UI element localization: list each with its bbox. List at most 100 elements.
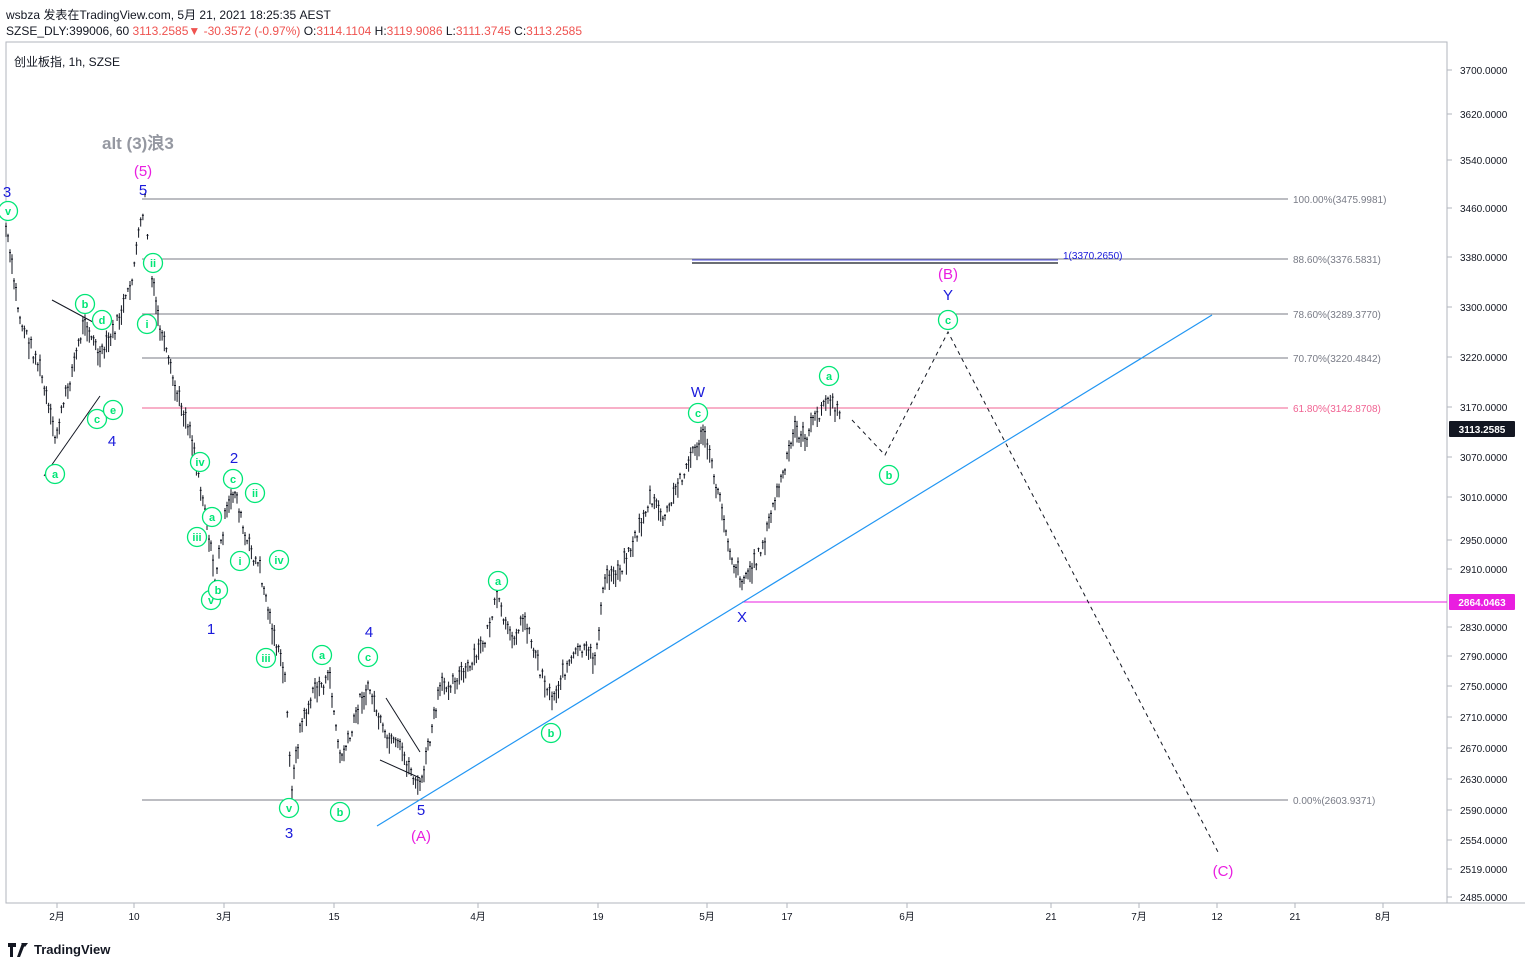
last-price-badge bbox=[1449, 421, 1515, 437]
fib-level-label: 100.00%(3475.9981) bbox=[1293, 195, 1386, 206]
wave-label-blue: X bbox=[737, 609, 747, 626]
wave-label-circle bbox=[207, 579, 229, 601]
last-price: 3113.2585 bbox=[132, 24, 189, 38]
wave-label-green: v bbox=[5, 206, 12, 218]
wave-label-circle bbox=[142, 252, 164, 274]
wave-label-circle bbox=[136, 313, 158, 335]
price-tick-label: 3220.0000 bbox=[1460, 353, 1508, 364]
wave-label-blue: 4 bbox=[365, 624, 373, 641]
wave-label-green: c bbox=[94, 414, 100, 426]
wave-label-green: a bbox=[495, 576, 502, 588]
open-value: 3114.1104 bbox=[316, 24, 372, 38]
price-tick-label: 3620.0000 bbox=[1460, 110, 1508, 121]
price-tick-label: 2950.0000 bbox=[1460, 536, 1508, 547]
price-tick-label: 2519.0000 bbox=[1460, 865, 1508, 876]
support-badge-label: 2864.0463 bbox=[1458, 598, 1506, 609]
wave-label-green: e bbox=[110, 405, 116, 417]
wave-label-circle bbox=[201, 506, 223, 528]
tradingview-logo-icon bbox=[8, 942, 28, 957]
trend-line bbox=[376, 314, 1213, 827]
price-tick-label: 3300.0000 bbox=[1460, 303, 1508, 314]
time-tick-label: 12 bbox=[1211, 912, 1223, 923]
wave-label-green: a bbox=[209, 512, 216, 524]
projection-path bbox=[851, 330, 1219, 853]
wave-label-green: ii bbox=[252, 488, 258, 500]
wave-label-green: c bbox=[945, 315, 951, 327]
fib-level-label: 70.70%(3220.4842) bbox=[1293, 354, 1381, 365]
wave-label-blue: W bbox=[691, 384, 706, 401]
wave-label-circle bbox=[487, 570, 509, 592]
wave-label-green: b bbox=[215, 585, 222, 597]
wave-label-circle bbox=[357, 646, 379, 668]
time-tick-label: 6月 bbox=[899, 911, 915, 923]
price-axis: 3700.0000 3620.0000 3540.0000 3460.0000 3380… bbox=[1447, 66, 1515, 904]
price-tick-label: 3170.0000 bbox=[1460, 403, 1508, 414]
wave-label-blue: 2 bbox=[230, 450, 238, 467]
wave-label-circle bbox=[189, 451, 211, 473]
triangle-line bbox=[43, 395, 101, 477]
time-tick-label: 15 bbox=[328, 912, 340, 923]
wave-label-blue: 5 bbox=[417, 802, 425, 819]
plot-frame bbox=[5, 41, 1448, 904]
wave-label-magenta: (C) bbox=[1213, 863, 1234, 880]
change-percent: (-0.97%) bbox=[254, 24, 301, 38]
time-tick-label: 21 bbox=[1289, 912, 1301, 923]
wave-label-circle bbox=[311, 644, 333, 666]
wave-label-circle bbox=[74, 293, 96, 315]
wave-label-green: a bbox=[319, 650, 326, 662]
price-tick-label: 2790.0000 bbox=[1460, 652, 1508, 663]
wave-label-green: b bbox=[886, 470, 893, 482]
time-tick-label: 5月 bbox=[699, 911, 715, 923]
time-axis: 2月 10 3月 15 4月 19 5月 17 6月 21 7月 12 21 8月 bbox=[49, 903, 1391, 923]
wave-label-green: c bbox=[230, 474, 236, 486]
wave-label-blue: 5 bbox=[139, 182, 147, 199]
wave-label-green: iv bbox=[274, 555, 284, 567]
low-value: 3111.3745 bbox=[455, 24, 511, 38]
wave-label-circle bbox=[91, 309, 113, 331]
chart-title: 创业板指, 1h, SZSE bbox=[14, 54, 120, 69]
support-badge bbox=[1449, 594, 1515, 610]
triangle-line bbox=[385, 697, 421, 753]
price-tick-label: 3070.0000 bbox=[1460, 453, 1508, 464]
fib-level-label: 88.60%(3376.5831) bbox=[1293, 255, 1381, 266]
time-tick-label: 17 bbox=[781, 912, 793, 923]
time-tick-label: 10 bbox=[128, 912, 140, 923]
candles bbox=[5, 193, 841, 803]
footer-brand-text: TradingView bbox=[34, 942, 111, 957]
wave-label-circle bbox=[687, 402, 709, 424]
wave-label-circle bbox=[44, 463, 66, 485]
wave-label-circle bbox=[0, 200, 19, 222]
wave-label-green: c bbox=[365, 652, 371, 664]
wave-label-circle bbox=[937, 309, 959, 331]
wave-label-magenta: (A) bbox=[411, 828, 431, 845]
wave-label-circle bbox=[186, 526, 208, 548]
wave-label-green: d bbox=[99, 315, 106, 327]
wave-label-circle bbox=[102, 399, 124, 421]
wave-label-green: c bbox=[695, 408, 701, 420]
price-tick-label: 3540.0000 bbox=[1460, 156, 1508, 167]
last-price-badge-label: 3113.2585 bbox=[1459, 425, 1506, 436]
wave-label-circle bbox=[278, 797, 300, 819]
price-tick-label: 2910.0000 bbox=[1460, 565, 1508, 576]
wave-label-green: v bbox=[286, 803, 293, 815]
price-tick-label: 2750.0000 bbox=[1460, 682, 1508, 693]
ohlc-legend: SZSE_DLY:399006, 60 3113.2585▼ -30.3572 … bbox=[6, 24, 583, 38]
wave-label-green: b bbox=[82, 299, 89, 311]
wave-label-green: a bbox=[826, 371, 833, 383]
triangle-line bbox=[379, 759, 421, 779]
wave-label-circle bbox=[86, 408, 108, 430]
wave-label-circle bbox=[329, 801, 351, 823]
wave-label-green: iv bbox=[195, 457, 205, 469]
price-tick-label: 2830.0000 bbox=[1460, 623, 1508, 634]
publish-info: wsbza 发表在TradingView.com, 5月 21, 2021 18… bbox=[6, 8, 331, 22]
wave-label-green: i bbox=[238, 556, 241, 568]
wave-label-circle bbox=[268, 549, 290, 571]
price-tick-label: 2630.0000 bbox=[1460, 775, 1508, 786]
footer-brand[interactable]: TradingView bbox=[8, 942, 110, 957]
time-tick-label: 4月 bbox=[470, 911, 486, 923]
wave-label-green: v bbox=[208, 595, 215, 607]
wave-label-green: iii bbox=[261, 653, 270, 665]
